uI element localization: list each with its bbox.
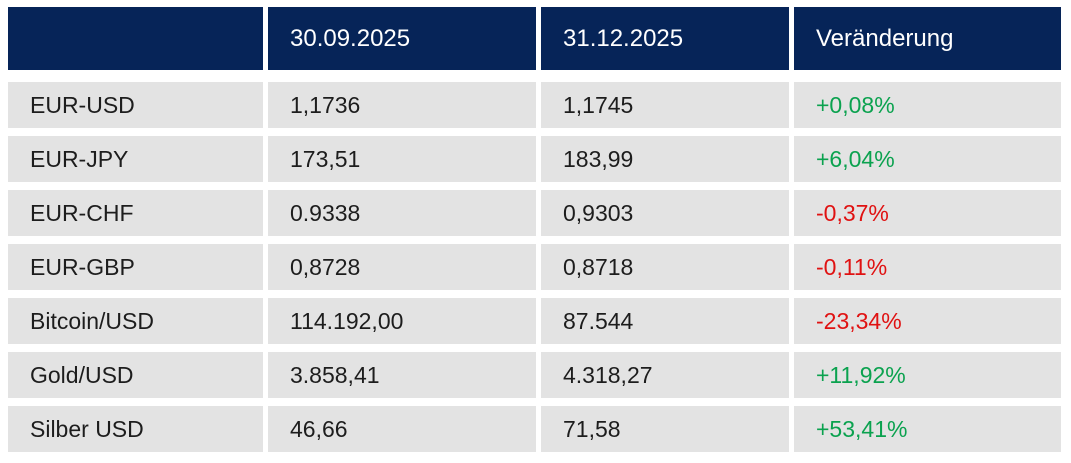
instrument-label: EUR-GBP [8, 244, 263, 290]
column-header-date-start: 30.09.2025 [268, 7, 536, 70]
value-end: 71,58 [541, 406, 789, 452]
instrument-label: Gold/USD [8, 352, 263, 398]
table-header-row: 30.09.2025 31.12.2025 Veränderung [8, 7, 1061, 70]
change-value: -0,37% [794, 190, 1061, 236]
column-header-instrument [8, 7, 263, 70]
value-start: 1,1736 [268, 82, 536, 128]
value-end: 0,8718 [541, 244, 789, 290]
instrument-label: Silber USD [8, 406, 263, 452]
change-value: -0,11% [794, 244, 1061, 290]
table-row-eur-gbp: EUR-GBP 0,8728 0,8718 -0,11% [8, 244, 1061, 290]
value-start: 0.9338 [268, 190, 536, 236]
value-end: 4.318,27 [541, 352, 789, 398]
fx-rates-table: 30.09.2025 31.12.2025 Veränderung EUR-US… [8, 7, 1061, 460]
value-end: 1,1745 [541, 82, 789, 128]
table-row-eur-jpy: EUR-JPY 173,51 183,99 +6,04% [8, 136, 1061, 182]
column-header-date-end: 31.12.2025 [541, 7, 789, 70]
value-start: 3.858,41 [268, 352, 536, 398]
table-row-gold-usd: Gold/USD 3.858,41 4.318,27 +11,92% [8, 352, 1061, 398]
value-start: 0,8728 [268, 244, 536, 290]
instrument-label: EUR-CHF [8, 190, 263, 236]
change-value: +11,92% [794, 352, 1061, 398]
instrument-label: Bitcoin/USD [8, 298, 263, 344]
value-end: 87.544 [541, 298, 789, 344]
change-value: +6,04% [794, 136, 1061, 182]
instrument-label: EUR-USD [8, 82, 263, 128]
value-end: 183,99 [541, 136, 789, 182]
table-row-bitcoin-usd: Bitcoin/USD 114.192,00 87.544 -23,34% [8, 298, 1061, 344]
table-row-eur-chf: EUR-CHF 0.9338 0,9303 -0,37% [8, 190, 1061, 236]
change-value: +53,41% [794, 406, 1061, 452]
table-row-silber-usd: Silber USD 46,66 71,58 +53,41% [8, 406, 1061, 452]
value-start: 173,51 [268, 136, 536, 182]
instrument-label: EUR-JPY [8, 136, 263, 182]
change-value: +0,08% [794, 82, 1061, 128]
change-value: -23,34% [794, 298, 1061, 344]
value-end: 0,9303 [541, 190, 789, 236]
column-header-change: Veränderung [794, 7, 1061, 70]
value-start: 46,66 [268, 406, 536, 452]
table-row-eur-usd: EUR-USD 1,1736 1,1745 +0,08% [8, 82, 1061, 128]
value-start: 114.192,00 [268, 298, 536, 344]
